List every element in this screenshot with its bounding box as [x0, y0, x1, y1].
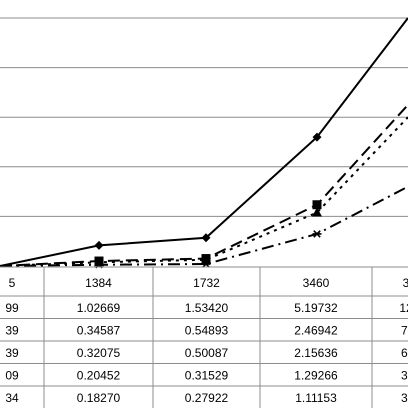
- series-line-2: [0, 104, 408, 267]
- data-table-header: 5 1384 1732 3460 3: [9, 276, 408, 290]
- table-cell: 1.11153: [295, 391, 337, 405]
- data-point-s1-4: [312, 132, 322, 142]
- series-line-4: [0, 185, 408, 267]
- table-cell: 1.53420: [185, 301, 229, 315]
- table-cell: 99: [5, 301, 19, 315]
- data-point-s4-4: [312, 230, 322, 238]
- table-cell: 7.: [401, 324, 408, 338]
- table-cell: 0.50087: [185, 346, 229, 360]
- table-cell: 09: [5, 369, 19, 383]
- table-cell: 3.: [401, 369, 408, 383]
- data-point-s1-2: [94, 240, 104, 250]
- table-cell: 2.15636: [294, 346, 338, 360]
- series-line-1: [0, 17, 408, 267]
- table-cell: 3.: [401, 391, 408, 405]
- table-cell: 12: [399, 301, 408, 315]
- chart-gridlines: [0, 17, 408, 217]
- table-cell: 34: [5, 391, 19, 405]
- data-table-cells: 99 1.02669 1.53420 5.19732 12 39 0.34587 0.5489…: [5, 301, 408, 405]
- table-cell: 0.18270: [77, 391, 121, 405]
- table-cell: 0.32075: [77, 346, 121, 360]
- chart-series-lines: [0, 17, 408, 267]
- table-cell: 6.: [401, 346, 408, 360]
- x-tick-label: 5: [9, 276, 16, 290]
- table-cell: 0.34587: [77, 324, 121, 338]
- data-table-grid: [0, 266, 408, 408]
- data-point-s3-4: [312, 207, 322, 217]
- table-cell: 2.46942: [294, 324, 338, 338]
- data-point-s1-3: [201, 233, 211, 243]
- data-point-s2-4: [312, 200, 322, 210]
- table-cell: 5.19732: [294, 301, 338, 315]
- x-tick-label: 3460: [303, 276, 330, 290]
- x-tick-label: 1732: [193, 276, 220, 290]
- table-cell: 0.31529: [185, 369, 229, 383]
- chart-markers: [94, 132, 322, 269]
- data-point-s4-3: [201, 260, 211, 268]
- table-cell: 1.02669: [77, 301, 121, 315]
- series-line-3: [0, 116, 408, 267]
- x-tick-label: 1384: [85, 276, 112, 290]
- table-cell: 39: [5, 346, 19, 360]
- table-cell: 39: [5, 324, 19, 338]
- table-cell: 0.20452: [77, 369, 121, 383]
- table-cell: 0.27922: [185, 391, 229, 405]
- table-cell: 1.29266: [294, 369, 338, 383]
- table-cell: 0.54893: [185, 324, 229, 338]
- x-tick-label: 3: [403, 276, 408, 290]
